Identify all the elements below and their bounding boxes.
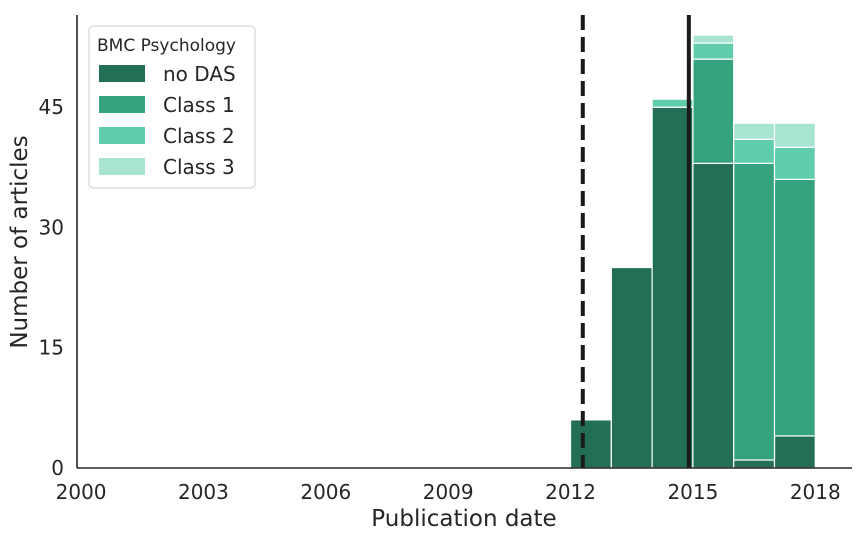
bar-no-das-bin-1 bbox=[610, 266, 653, 469]
bar-class-3-bin-5 bbox=[773, 122, 816, 148]
bar-no-das-bin-5 bbox=[773, 435, 816, 469]
legend-title: BMC Psychology bbox=[97, 36, 236, 56]
legend-swatch bbox=[99, 127, 145, 144]
x-tick-label: 2018 bbox=[790, 480, 841, 504]
x-tick-label: 2009 bbox=[423, 480, 474, 504]
bar-class-1-bin-3 bbox=[692, 58, 735, 164]
bar-class-2-bin-5 bbox=[773, 146, 816, 180]
bar-class-2-bin-4 bbox=[733, 138, 776, 164]
legend-swatch bbox=[99, 65, 145, 82]
bar-class-3-bin-4 bbox=[733, 122, 776, 140]
bar-class-1-bin-4 bbox=[733, 162, 776, 461]
bar-no-das-bin-0 bbox=[569, 419, 612, 469]
x-axis-title: Publication date bbox=[371, 506, 556, 532]
y-axis-title: Number of articles bbox=[7, 135, 33, 348]
reference-lines-layer bbox=[580, 15, 691, 468]
legend-label: Class 1 bbox=[163, 93, 235, 117]
bar-class-1-bin-5 bbox=[773, 178, 816, 437]
y-tick-label: 15 bbox=[39, 336, 64, 360]
legend-label: Class 2 bbox=[163, 124, 235, 148]
x-tick-label: 2012 bbox=[545, 480, 596, 504]
legend-label: no DAS bbox=[163, 62, 236, 86]
legend-items: no DAS Class 1 Class 2 Class 3 bbox=[99, 62, 236, 179]
legend-label: Class 3 bbox=[163, 155, 235, 179]
x-tick-label: 2000 bbox=[56, 480, 107, 504]
legend: BMC Psychology no DAS Class 1 Class 2 Class… bbox=[88, 25, 256, 189]
x-tick-labels: 2000 2003 2006 2009 2012 2015 2018 bbox=[56, 480, 841, 504]
bar-class-2-bin-3 bbox=[692, 42, 735, 60]
axes-layer bbox=[76, 15, 852, 469]
bar-no-das-bin-3 bbox=[692, 162, 735, 469]
x-tick-label: 2015 bbox=[667, 480, 718, 504]
y-tick-labels: 0 15 30 45 bbox=[39, 95, 64, 480]
y-tick-label: 45 bbox=[39, 95, 64, 119]
x-tick-label: 2003 bbox=[178, 480, 229, 504]
x-tick-label: 2006 bbox=[300, 480, 351, 504]
bar-class-2-bin-2 bbox=[651, 98, 694, 108]
legend-swatch bbox=[99, 96, 145, 113]
y-tick-label: 30 bbox=[39, 215, 64, 239]
bar-no-das-bin-4 bbox=[733, 459, 776, 469]
bar-class-3-bin-3 bbox=[692, 34, 735, 44]
y-tick-label: 0 bbox=[51, 456, 64, 480]
bar-no-das-bin-2 bbox=[651, 106, 694, 469]
legend-swatch bbox=[99, 158, 145, 175]
bars-layer bbox=[569, 34, 816, 469]
